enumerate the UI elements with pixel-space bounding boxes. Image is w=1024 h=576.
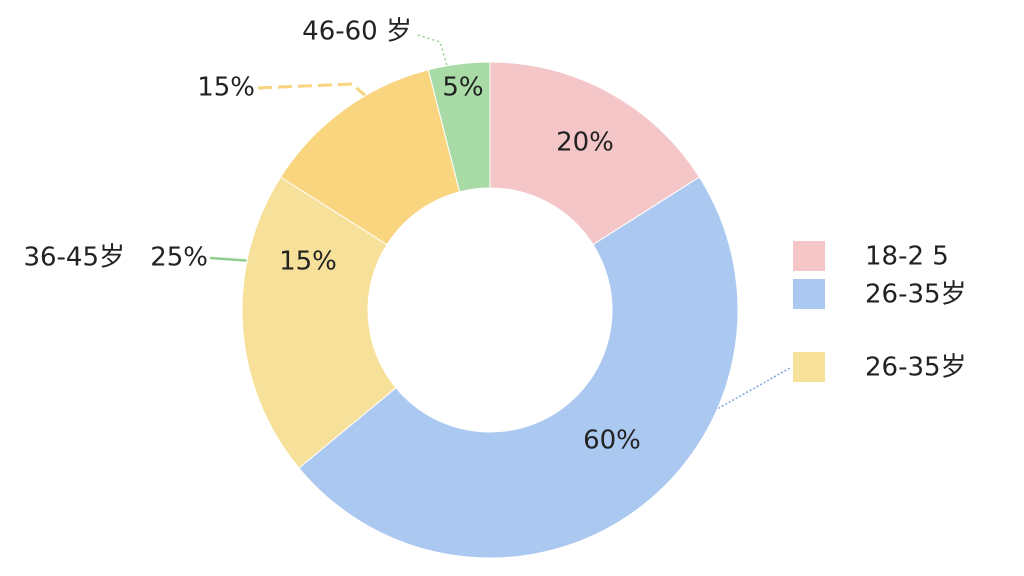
- annotation: 15%: [279, 247, 337, 277]
- legend-label: 26-35岁: [865, 280, 967, 310]
- value-label: 25%: [150, 243, 208, 273]
- slice: [427, 61, 491, 193]
- slice: [298, 176, 739, 559]
- leader-line: [257, 82, 376, 106]
- leader-line: [417, 34, 448, 67]
- category-label: 46-60 岁: [302, 17, 412, 47]
- slice: [241, 176, 397, 469]
- value-label: 20%: [556, 128, 614, 158]
- legend-swatch: [793, 279, 825, 309]
- value-label: 60%: [583, 426, 641, 456]
- slice: [489, 61, 701, 246]
- slice: [279, 69, 461, 246]
- legend-label: 26-35岁: [865, 353, 967, 383]
- legend-swatch: [793, 352, 825, 382]
- legend-label: 18-2 5: [865, 242, 949, 272]
- value-label: 5%: [442, 73, 483, 103]
- legend-swatch: [793, 241, 825, 271]
- category-label: 36-45岁: [23, 243, 125, 273]
- value-label: 15%: [197, 73, 255, 103]
